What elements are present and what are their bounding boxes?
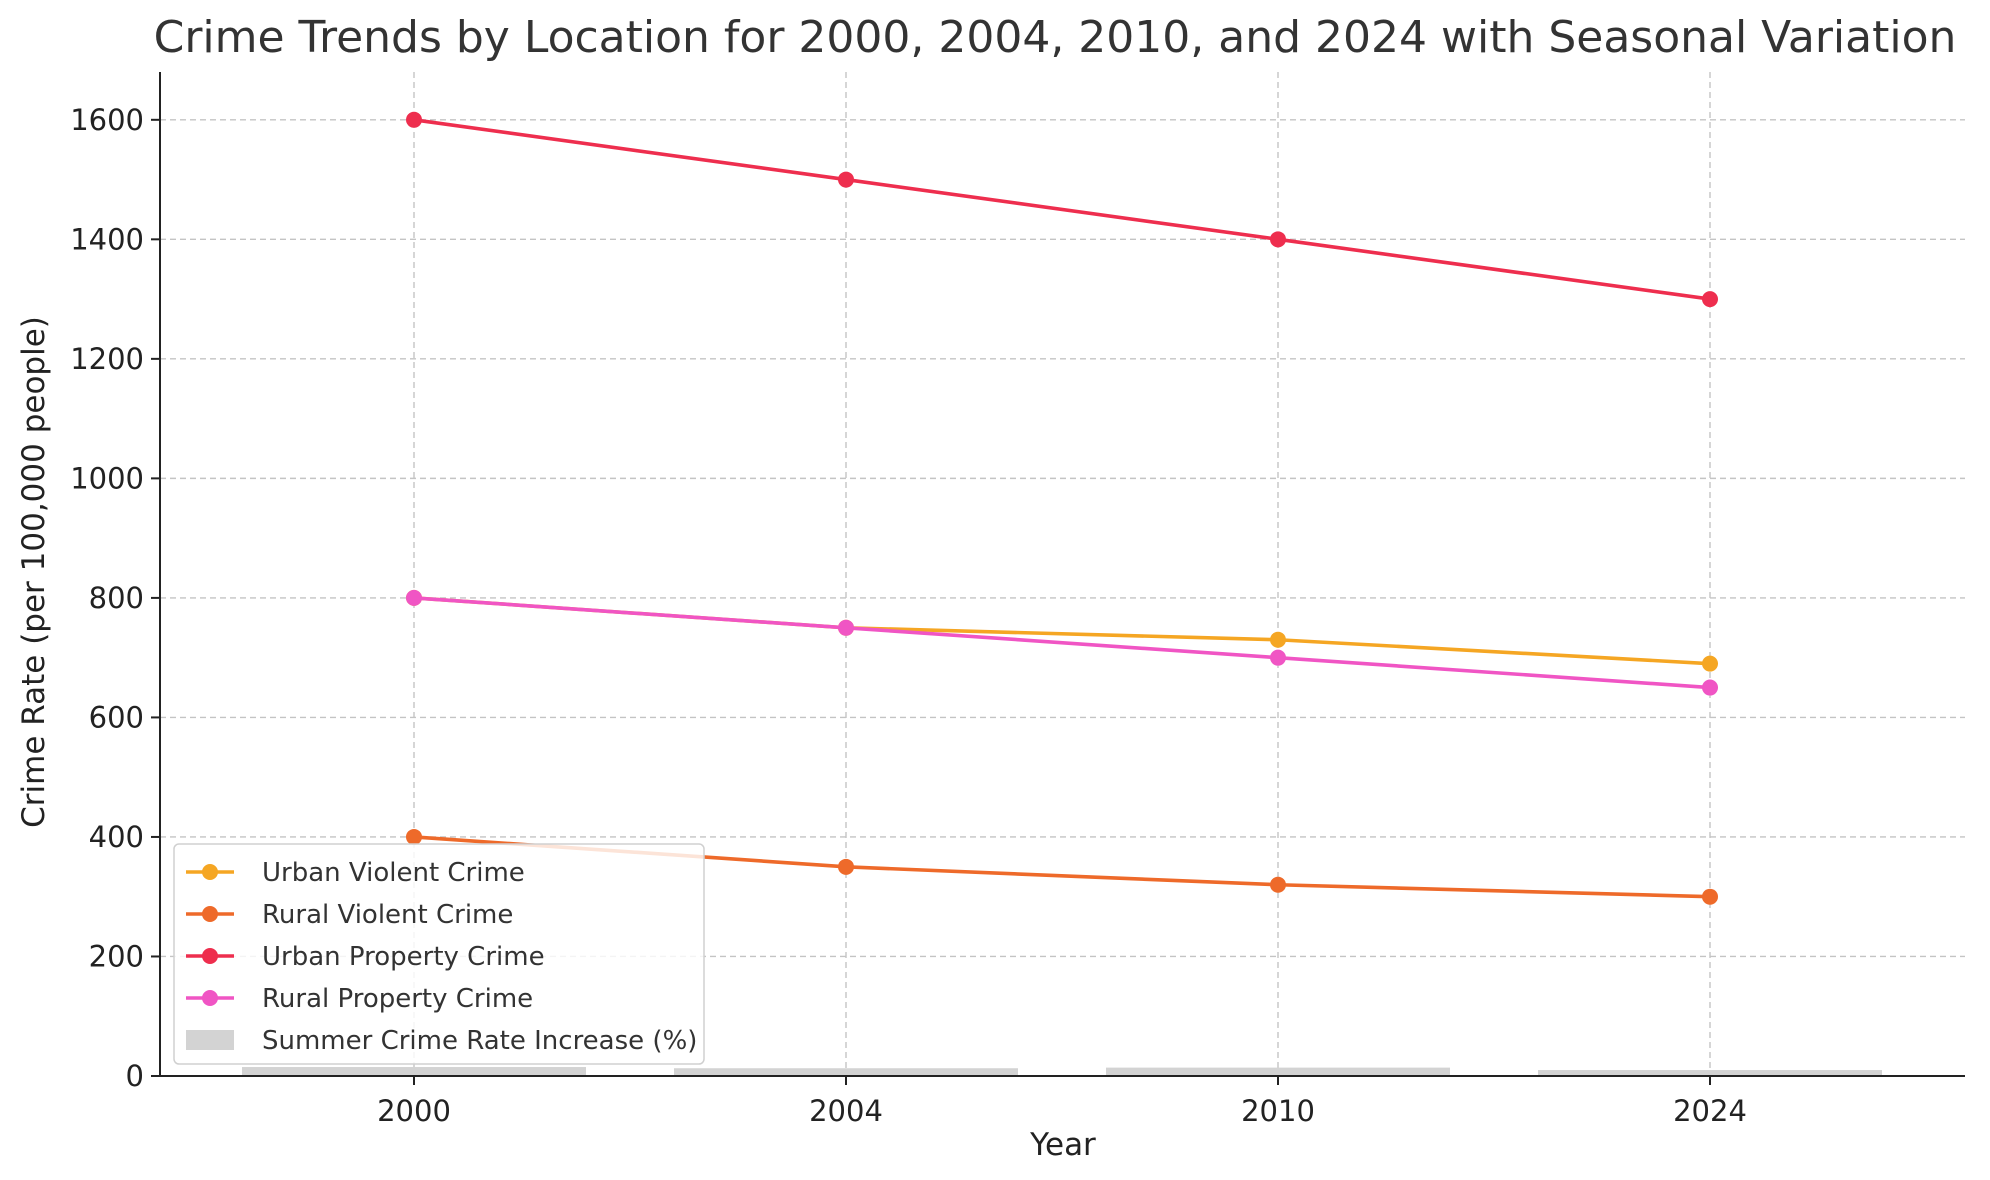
legend-box [173,843,705,1065]
rural-property-crime-point [1270,649,1286,666]
y-tick-label: 200 [89,939,144,973]
legend-label-urban-property-crime: Urban Property Crime [262,942,545,972]
x-tick-label: 2010 [1241,1094,1315,1128]
y-axis-title: Crime Rate (per 100,000 people) [16,316,52,828]
legend-marker-rural-property-crime [202,990,218,1006]
rural-violent-crime-point [1702,888,1718,905]
urban-property-crime-line [413,118,1711,301]
legend: Urban Violent Crime Rural Violent Crime Ur… [173,843,705,1065]
urban-violent-crime-point [1270,631,1286,648]
x-tick-label: 2004 [809,1094,883,1128]
y-tick-label: 800 [89,581,144,615]
urban-violent-crime-line [413,596,1711,666]
y-tick-label: 1200 [70,342,144,376]
legend-label-rural-violent-crime: Rural Violent Crime [262,900,513,930]
urban-property-crime-point [1270,231,1286,248]
summer-increase-bar [242,1067,586,1076]
legend-label-rural-property-crime: Rural Property Crime [262,984,533,1014]
urban-property-crime-point [838,171,854,188]
rural-property-crime-point [406,589,422,606]
rural-property-crime-point [1702,679,1718,696]
urban-property-crime-point [1702,291,1718,308]
urban-property-crime-point [406,111,422,128]
legend-label-summer-crime-rate-increase: Summer Crime Rate Increase (%) [262,1026,697,1056]
legend-marker-urban-property-crime [202,948,218,964]
y-tick-label: 400 [89,820,144,854]
legend-marker-urban-violent-crime [202,864,218,880]
y-tick-label: 0 [126,1059,144,1093]
summer-increase-bar [1538,1070,1882,1076]
x-axis-title: Year [1029,1127,1096,1163]
axes: 0 200 400 600 800 1000 1200 1400 1600 2000 2004 201… [70,72,1965,1128]
x-tick-label: 2024 [1673,1094,1747,1128]
y-tick-label: 1600 [70,103,144,137]
rural-violent-crime-point [1270,876,1286,893]
summer-increase-bar [1106,1067,1450,1076]
summer-increase-bar [674,1068,1018,1076]
y-tick-label: 1000 [70,461,144,495]
chart-title: Crime Trends by Location for 2000, 2004,… [154,12,1957,63]
legend-marker-rural-violent-crime [202,906,218,922]
legend-label-urban-violent-crime: Urban Violent Crime [262,858,525,888]
legend-swatch-summer-crime-rate-increase [186,1030,234,1050]
rural-violent-crime-point [838,858,854,875]
x-tick-label: 2000 [377,1094,451,1128]
summer-increase-bars [242,1067,1882,1076]
rural-violent-crime-point [406,828,422,845]
y-tick-label: 600 [89,700,144,734]
rural-property-crime-line [413,596,1711,690]
rural-property-crime-point [838,619,854,636]
urban-violent-crime-point [1702,655,1718,672]
y-tick-label: 1400 [70,222,144,256]
series-lines [406,111,1718,905]
